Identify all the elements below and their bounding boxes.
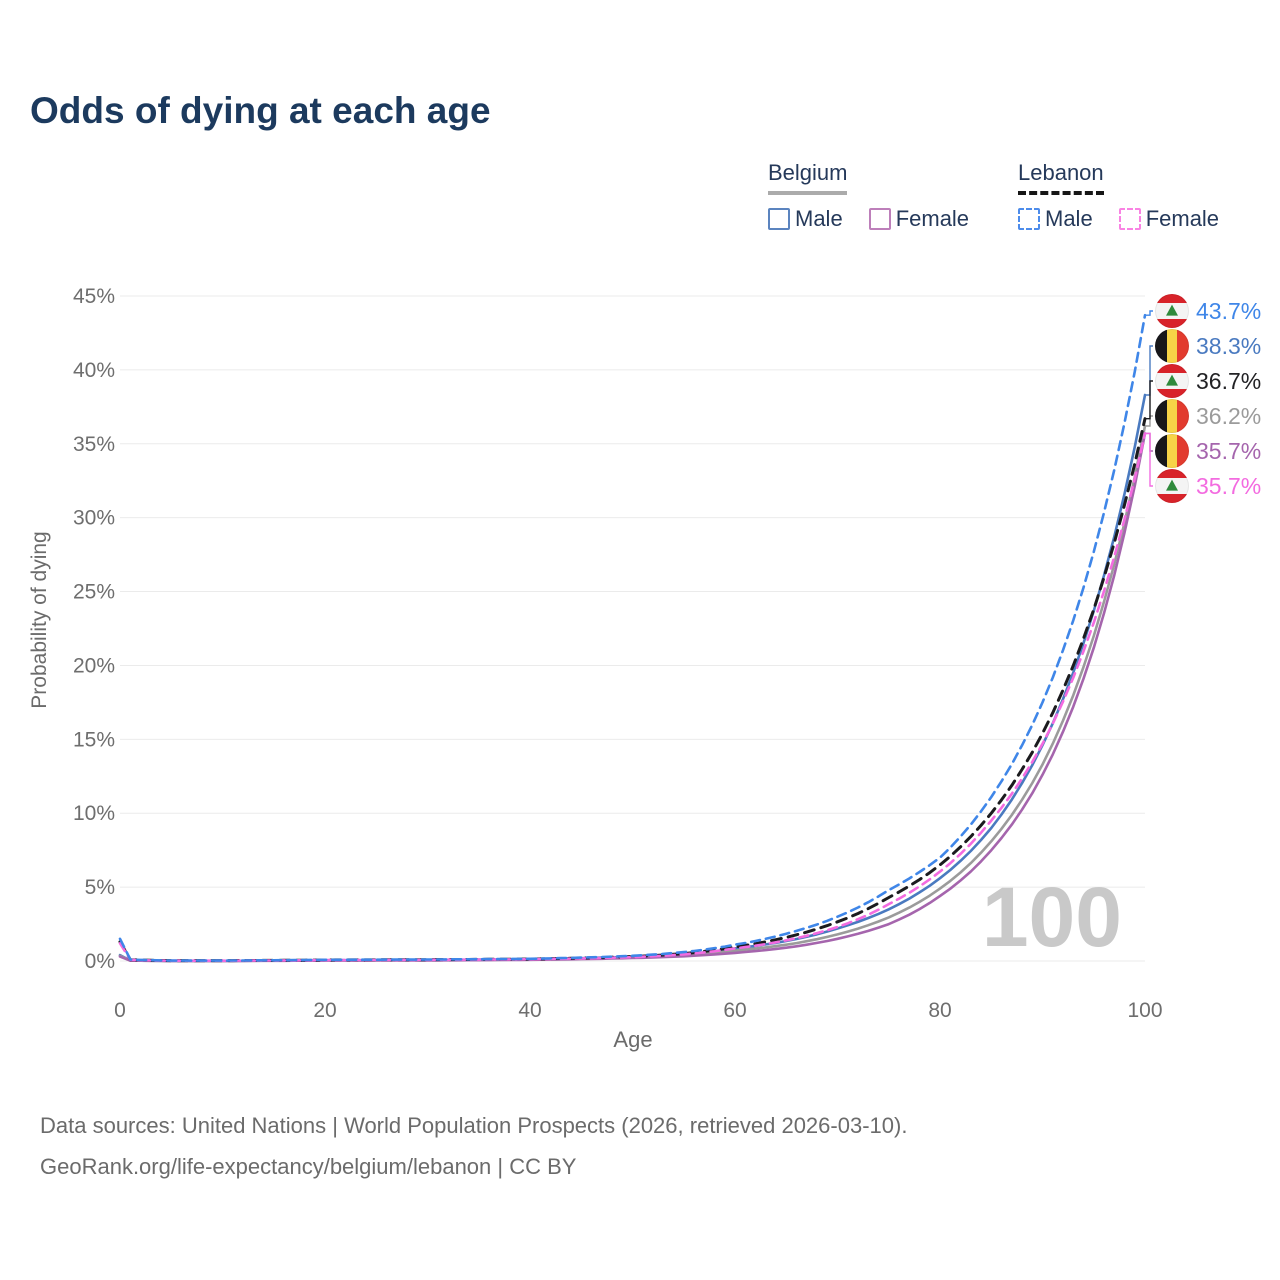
end-value-be_avg: 36.2%	[1196, 402, 1262, 429]
end-label-be_male: 38.3%	[1155, 329, 1261, 363]
x-tick-20: 20	[313, 999, 336, 1022]
legend-group-belgium: Belgium Male Female	[768, 160, 969, 232]
y-tick-30: 30%	[73, 507, 115, 530]
end-label-be_avg: 36.2%	[1155, 399, 1261, 433]
cedar-icon	[1166, 374, 1178, 386]
legend-label-belgium-female: Female	[895, 206, 970, 231]
footer-attribution: GeoRank.org/life-expectancy/belgium/leba…	[40, 1153, 577, 1179]
legend-item-lebanon-female[interactable]: Female	[1118, 206, 1220, 232]
end-label-lb_avg: 36.7%	[1155, 364, 1261, 398]
lebanon-flag-icon	[1155, 469, 1189, 503]
y-tick-20: 20%	[73, 654, 115, 677]
label-connectors	[1146, 310, 1153, 487]
belgium-flag-icon	[1155, 434, 1189, 468]
legend-country-lebanon: Lebanon	[1018, 160, 1104, 195]
y-tick-45: 45%	[73, 285, 115, 308]
footer: Data sources: United Nations | World Pop…	[40, 1106, 907, 1187]
page-title: Odds of dying at each age	[30, 90, 491, 131]
end-value-lb_female: 35.7%	[1196, 472, 1262, 499]
end-value-be_male: 38.3%	[1196, 332, 1262, 359]
belgium-male-checkbox[interactable]	[768, 208, 790, 230]
legend-label-belgium-male: Male	[795, 206, 843, 231]
lebanon-male-checkbox[interactable]	[1018, 208, 1040, 230]
legend-country-belgium: Belgium	[768, 160, 848, 195]
x-tick-60: 60	[723, 999, 746, 1022]
footer-data-sources: Data sources: United Nations | World Pop…	[40, 1113, 908, 1138]
y-tick-40: 40%	[73, 359, 115, 382]
x-axis-title: Age	[613, 1027, 652, 1052]
x-tick-0: 0	[114, 999, 126, 1022]
y-tick-35: 35%	[73, 433, 115, 456]
y-tick-5: 5%	[85, 876, 115, 899]
series-line-lb_male	[118, 313, 1147, 962]
belgium-female-checkbox[interactable]	[868, 208, 891, 230]
lebanon-flag-icon	[1155, 364, 1189, 398]
x-tick-40: 40	[518, 999, 541, 1022]
end-value-lb_avg: 36.7%	[1196, 367, 1262, 394]
end-label-lb_female: 35.7%	[1155, 469, 1261, 503]
connector-lb_male	[1146, 310, 1153, 316]
y-tick-10: 10%	[73, 802, 115, 825]
y-axis-ticks: 0% 5% 10% 15% 20% 25% 30% 35% 40% 45%	[73, 285, 115, 973]
end-label-be_female: 35.7%	[1155, 434, 1261, 468]
y-tick-15: 15%	[73, 728, 115, 751]
connector-lb_avg	[1146, 380, 1153, 420]
legend-item-lebanon-male[interactable]: Male	[1018, 206, 1093, 232]
series-curves	[118, 313, 1147, 963]
cedar-icon	[1166, 304, 1178, 316]
connector-lb_female	[1146, 432, 1153, 487]
connector-be_avg	[1146, 415, 1153, 427]
x-axis-ticks: 0 20 40 60 80 100	[114, 999, 1162, 1022]
connector-be_male	[1146, 345, 1153, 396]
end-label-lb_male: 43.7%	[1155, 294, 1261, 328]
gridlines	[120, 295, 1145, 962]
belgium-flag-icon	[1155, 399, 1189, 433]
lebanon-flag-icon	[1155, 294, 1189, 328]
legend-label-lebanon-male: Male	[1045, 206, 1093, 231]
legend-item-belgium-male[interactable]: Male	[768, 206, 843, 232]
end-value-be_female: 35.7%	[1196, 437, 1262, 464]
y-tick-0: 0%	[85, 950, 115, 973]
belgium-flag-icon	[1155, 329, 1189, 363]
y-axis-title: Probability of dying	[28, 531, 51, 708]
x-tick-80: 80	[928, 999, 951, 1022]
legend-item-belgium-female[interactable]: Female	[868, 206, 970, 232]
cedar-icon	[1166, 479, 1178, 491]
legend-group-lebanon: Lebanon Male Female	[1018, 160, 1219, 232]
legend-label-lebanon-female: Female	[1145, 206, 1220, 231]
age-watermark: 100	[982, 870, 1122, 964]
end-value-lb_male: 43.7%	[1196, 297, 1262, 324]
x-tick-100: 100	[1127, 999, 1162, 1022]
lebanon-female-checkbox[interactable]	[1118, 208, 1141, 230]
y-tick-25: 25%	[73, 581, 115, 604]
